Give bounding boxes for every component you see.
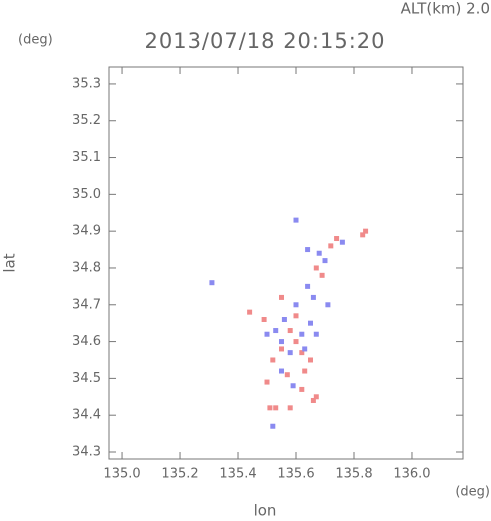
radar-echo bbox=[305, 283, 311, 289]
radar-echo bbox=[293, 339, 299, 345]
x-axis-label: lon bbox=[254, 502, 277, 520]
radar-echo bbox=[316, 250, 322, 256]
radar-echo bbox=[307, 320, 313, 326]
y-unit: (deg) bbox=[18, 33, 53, 48]
radar-echo bbox=[247, 309, 253, 315]
x-tick-label: 135.2 bbox=[161, 467, 198, 482]
radar-echo bbox=[287, 405, 293, 411]
x-tick-label: 135.4 bbox=[219, 467, 256, 482]
radar-echo bbox=[305, 247, 311, 253]
y-tick-label: 35.0 bbox=[72, 187, 101, 202]
radar-echo bbox=[293, 313, 299, 319]
radar-echo bbox=[279, 294, 285, 300]
y-tick-label: 34.8 bbox=[72, 260, 101, 275]
radar-echo bbox=[270, 423, 276, 429]
radar-echo bbox=[322, 258, 328, 264]
radar-echo bbox=[290, 383, 296, 389]
radar-echo bbox=[209, 280, 215, 286]
radar-echo bbox=[299, 350, 305, 356]
altitude-label: ALT(km) 2.0 bbox=[401, 0, 490, 18]
radar-echo bbox=[287, 350, 293, 356]
radar-echo bbox=[281, 316, 287, 322]
radar-echo bbox=[299, 331, 305, 337]
radar-echo bbox=[319, 272, 325, 278]
radar-echo bbox=[267, 405, 273, 411]
plot-frame bbox=[108, 66, 464, 460]
radar-echo bbox=[313, 394, 319, 400]
chart-title: 2013/07/18 20:15:20 bbox=[144, 29, 385, 53]
radar-echo bbox=[310, 397, 316, 403]
radar-echo bbox=[284, 372, 290, 378]
radar-echo bbox=[328, 243, 334, 249]
radar-echo bbox=[279, 346, 285, 352]
radar-echo bbox=[270, 357, 276, 363]
y-tick-label: 34.6 bbox=[72, 334, 101, 349]
y-tick-label: 35.3 bbox=[72, 76, 101, 91]
radar-echo bbox=[273, 405, 279, 411]
radar-echo bbox=[279, 368, 285, 374]
x-tick-label: 135.8 bbox=[335, 467, 372, 482]
x-tick-label: 135.0 bbox=[103, 467, 140, 482]
radar-echo bbox=[363, 228, 369, 234]
radar-echo bbox=[279, 339, 285, 345]
y-tick-label: 34.9 bbox=[72, 224, 101, 239]
radar-echo bbox=[334, 236, 340, 242]
radar-echo bbox=[360, 232, 366, 238]
radar-echo bbox=[287, 328, 293, 334]
x-tick-label: 135.6 bbox=[277, 467, 314, 482]
radar-echo bbox=[313, 265, 319, 271]
radar-echo bbox=[293, 217, 299, 223]
radar-echo bbox=[273, 328, 279, 334]
x-tick-label: 136.0 bbox=[393, 467, 430, 482]
y-tick-label: 34.5 bbox=[72, 371, 101, 386]
y-axis-label: lat bbox=[1, 253, 19, 272]
x-unit: (deg) bbox=[455, 485, 490, 500]
y-tick-label: 35.1 bbox=[72, 150, 101, 165]
radar-echo bbox=[299, 386, 305, 392]
radar-echo bbox=[261, 316, 267, 322]
y-tick-label: 34.7 bbox=[72, 297, 101, 312]
radar-echo bbox=[325, 302, 331, 308]
radar-echo bbox=[302, 368, 308, 374]
radar-echo bbox=[307, 357, 313, 363]
radar-echo bbox=[264, 331, 270, 337]
radar-echo bbox=[339, 239, 345, 245]
radar-echo bbox=[293, 302, 299, 308]
radar-echo bbox=[264, 379, 270, 385]
radar-echo bbox=[302, 346, 308, 352]
radar-echo bbox=[310, 294, 316, 300]
y-tick-label: 35.2 bbox=[72, 113, 101, 128]
y-tick-label: 34.3 bbox=[72, 445, 101, 460]
radar-echo bbox=[313, 331, 319, 337]
y-tick-label: 34.4 bbox=[72, 408, 101, 423]
